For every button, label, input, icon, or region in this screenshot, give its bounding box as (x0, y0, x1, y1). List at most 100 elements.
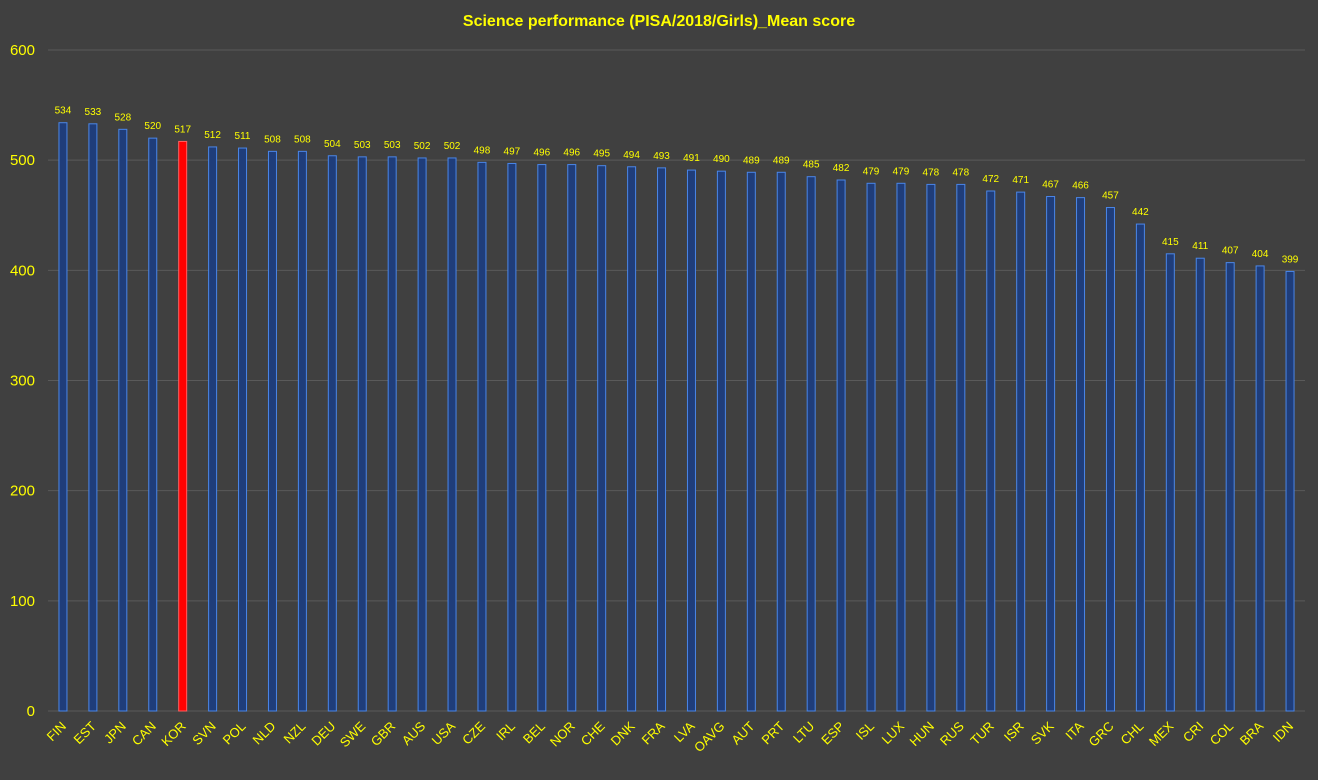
x-tick-label-esp: ESP (818, 719, 847, 748)
data-label-nzl: 508 (294, 134, 311, 145)
x-tick-label-svn: SVN (189, 719, 219, 749)
bar-aut (746, 171, 756, 712)
data-label-pol: 511 (235, 131, 251, 142)
y-tick-label: 600 (10, 42, 35, 59)
x-tick-label-deu: DEU (308, 719, 338, 749)
bar-bra (1255, 265, 1265, 712)
bar-kor (178, 140, 188, 712)
data-label-col: 407 (1222, 246, 1239, 257)
bar-che (597, 165, 607, 712)
data-label-che: 495 (593, 149, 610, 160)
data-label-can: 520 (144, 121, 161, 132)
data-label-fin: 534 (55, 106, 72, 117)
data-label-isr: 471 (1012, 175, 1029, 186)
data-label-idn: 399 (1282, 254, 1299, 265)
bar-oavg (716, 170, 726, 712)
data-label-est: 533 (85, 107, 102, 118)
data-label-cze: 498 (474, 145, 491, 156)
x-tick-label-dnk: DNK (608, 718, 638, 748)
data-label-oavg: 490 (713, 154, 730, 165)
bars (58, 122, 1295, 712)
data-label-chl: 442 (1132, 207, 1149, 218)
x-tick-label-svk: SVK (1028, 718, 1057, 747)
data-label-cri: 411 (1192, 241, 1208, 252)
bar-nzl (297, 150, 307, 712)
chart-title: Science performance (PISA/2018/Girls)_Me… (463, 13, 855, 30)
bar-nor (567, 164, 577, 712)
data-label-isl: 479 (863, 166, 880, 177)
bar-dnk (627, 166, 637, 712)
y-axis-ticks: 0 100 200 300 400 500 600 (10, 42, 35, 720)
data-label-hun: 478 (923, 167, 940, 178)
x-tick-label-ita: ITA (1062, 718, 1086, 742)
bar-cri (1195, 257, 1205, 712)
x-tick-label-col: COL (1207, 719, 1237, 749)
x-tick-label-aus: AUS (399, 718, 429, 748)
data-label-esp: 482 (833, 163, 850, 174)
x-tick-label-aut: AUT (728, 718, 757, 747)
data-label-jpn: 528 (114, 112, 131, 123)
x-tick-label-isr: ISR (1001, 719, 1027, 745)
bar-aus (417, 157, 427, 712)
data-label-lva: 491 (683, 153, 700, 164)
bar-tur (986, 190, 996, 712)
data-label-nld: 508 (264, 134, 281, 145)
x-tick-label-grc: GRC (1086, 719, 1117, 750)
data-label-fra: 493 (653, 151, 670, 162)
bar-prt (776, 171, 786, 712)
bar-est (88, 123, 98, 712)
bar-can (148, 137, 158, 712)
bar-usa (447, 157, 457, 712)
data-label-mex: 415 (1162, 237, 1179, 248)
bar-bel (537, 164, 547, 712)
data-label-bel: 496 (533, 148, 550, 159)
x-tick-label-swe: SWE (337, 718, 369, 750)
x-tick-label-che: CHE (578, 718, 608, 748)
bar-cze (477, 161, 487, 712)
x-tick-label-can: CAN (129, 719, 159, 749)
data-label-grc: 457 (1102, 191, 1119, 202)
bar-jpn (118, 128, 128, 712)
data-label-gbr: 503 (384, 140, 401, 151)
bar-ltu (806, 176, 816, 712)
x-tick-label-idn: IDN (1270, 719, 1296, 745)
x-tick-label-hun: HUN (906, 719, 937, 750)
data-label-svk: 467 (1042, 180, 1059, 191)
x-tick-label-bel: BEL (520, 719, 548, 747)
bar-isl (866, 182, 876, 712)
y-tick-label: 300 (10, 373, 35, 390)
x-tick-label-nld: NLD (250, 719, 279, 748)
x-tick-label-gbr: GBR (368, 719, 399, 750)
bar-grc (1105, 207, 1115, 712)
data-label-ita: 466 (1072, 181, 1089, 192)
data-label-prt: 489 (773, 155, 790, 166)
bar-nld (267, 150, 277, 712)
data-labels: 534 533 528 520 517 512 511 508 508 504 503 503 502 5… (55, 106, 1299, 266)
y-tick-label: 100 (10, 593, 35, 610)
bar-svk (1046, 196, 1056, 712)
x-tick-label-isl: ISL (853, 719, 877, 743)
bar-gbr (387, 156, 397, 712)
x-tick-label-bra: BRA (1237, 718, 1267, 748)
data-label-aut: 489 (743, 155, 760, 166)
x-tick-label-nzl: NZL (281, 719, 309, 747)
bar-fra (657, 167, 667, 712)
data-label-rus: 478 (952, 167, 969, 178)
x-tick-label-kor: KOR (158, 719, 189, 750)
x-tick-label-ltu: LTU (790, 719, 817, 746)
x-tick-label-fin: FIN (44, 719, 69, 744)
x-tick-label-prt: PRT (759, 718, 788, 747)
bar-pol (238, 147, 248, 712)
bar-col (1225, 262, 1235, 712)
data-label-aus: 502 (414, 141, 431, 152)
bar-ita (1076, 197, 1086, 712)
x-tick-label-est: EST (71, 718, 100, 747)
bar-irl (507, 162, 517, 712)
bar-deu (327, 155, 337, 712)
data-label-usa: 502 (444, 141, 461, 152)
data-label-ltu: 485 (803, 160, 820, 171)
x-tick-label-rus: RUS (937, 718, 967, 748)
bar-lva (686, 169, 696, 712)
x-tick-label-chl: CHL (1118, 719, 1147, 748)
y-tick-label: 500 (10, 152, 35, 169)
